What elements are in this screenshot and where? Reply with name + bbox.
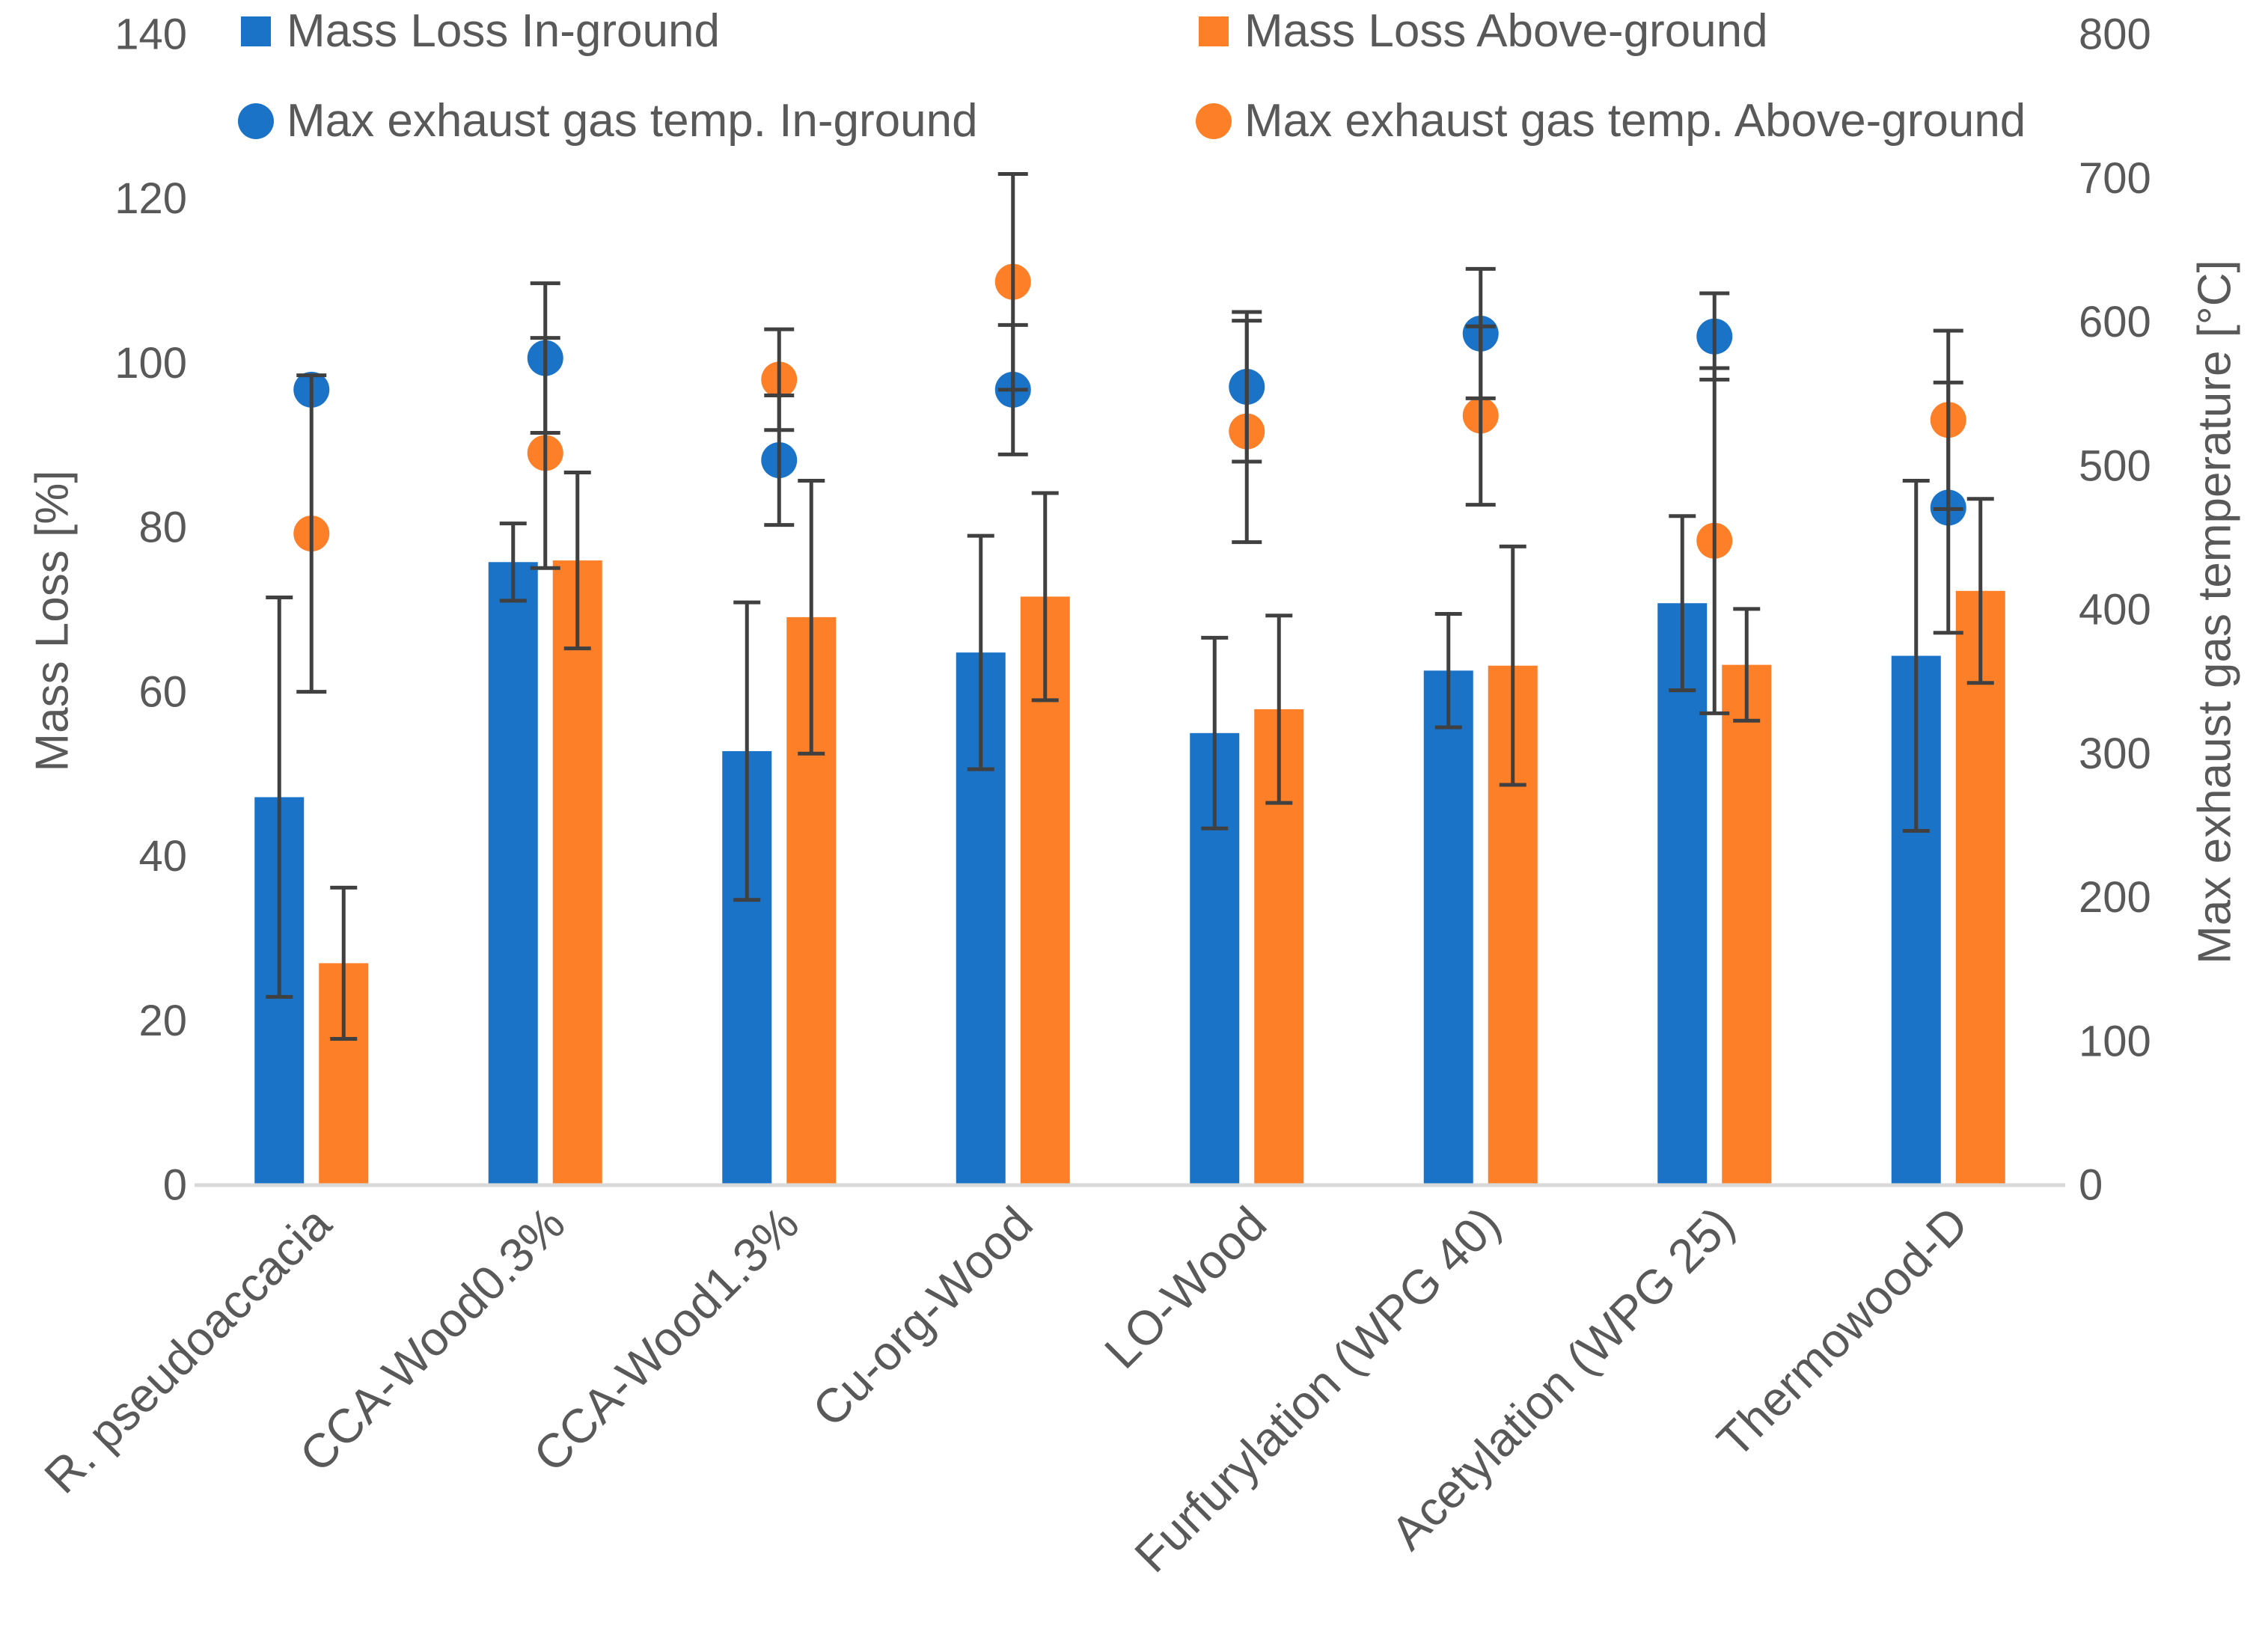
bar-mass-loss-in-ground-cca-wood0-3 <box>488 562 538 1185</box>
legend-label-mass-loss-above-ground: Mass Loss Above-ground <box>1244 5 1768 57</box>
left-tick-label: 80 <box>138 504 187 552</box>
bar-mass-loss-above-ground-acetylation-wpg-25 <box>1722 664 1772 1185</box>
right-tick-label: 400 <box>2079 586 2151 634</box>
legend-label-temp-above-ground: Max exhaust gas temp. Above-ground <box>1244 95 2026 147</box>
bar-mass-loss-in-ground-acetylation-wpg-25 <box>1657 603 1708 1185</box>
right-tick-label: 300 <box>2079 729 2151 778</box>
legend-swatch-mass-loss-above-ground <box>1199 16 1229 46</box>
right-axis-title: Max exhaust gas temperature [°C] <box>2189 260 2241 964</box>
legend-marker-temp-in-ground <box>238 103 274 139</box>
right-tick-label: 100 <box>2079 1017 2151 1065</box>
left-tick-label: 60 <box>138 667 187 716</box>
right-tick-label: 600 <box>2079 298 2151 346</box>
right-tick-label: 200 <box>2079 873 2151 922</box>
right-tick-label: 800 <box>2079 10 2151 59</box>
left-tick-label: 40 <box>138 832 187 881</box>
bar-mass-loss-above-ground-cca-wood0-3 <box>552 560 602 1185</box>
legend-marker-temp-above-ground <box>1196 103 1232 139</box>
right-tick-label: 0 <box>2079 1161 2103 1210</box>
scatter-error-bars <box>296 171 1963 715</box>
legend-label-temp-in-ground: Max exhaust gas temp. In-ground <box>287 95 978 147</box>
right-tick-label: 700 <box>2079 154 2151 203</box>
bar-error-bars <box>266 471 1994 1041</box>
left-tick-label: 100 <box>114 339 187 388</box>
right-tick-label: 500 <box>2079 441 2151 490</box>
left-tick-label: 120 <box>114 174 187 223</box>
legend-label-mass-loss-in-ground: Mass Loss In-ground <box>287 5 720 57</box>
legend-swatch-mass-loss-in-ground <box>241 16 271 46</box>
bar-series-group <box>254 560 2005 1185</box>
bar-mass-loss-in-ground-furfurylation-wpg-40 <box>1423 670 1473 1185</box>
left-axis-title: Mass Loss [%] <box>27 470 79 771</box>
right-axis-ticks: 0 100 200 300 400 500 600 700 800 <box>2079 10 2151 1210</box>
left-axis-ticks: 0 20 40 60 80 100 120 140 <box>114 10 187 1210</box>
left-tick-label: 0 <box>163 1161 187 1210</box>
legend: Mass Loss In-ground Mass Loss Above-grou… <box>238 5 2026 147</box>
bar-mass-loss-above-ground-thermowood-d <box>1955 590 2005 1185</box>
left-tick-label: 20 <box>138 997 187 1045</box>
left-tick-label: 140 <box>114 10 187 59</box>
